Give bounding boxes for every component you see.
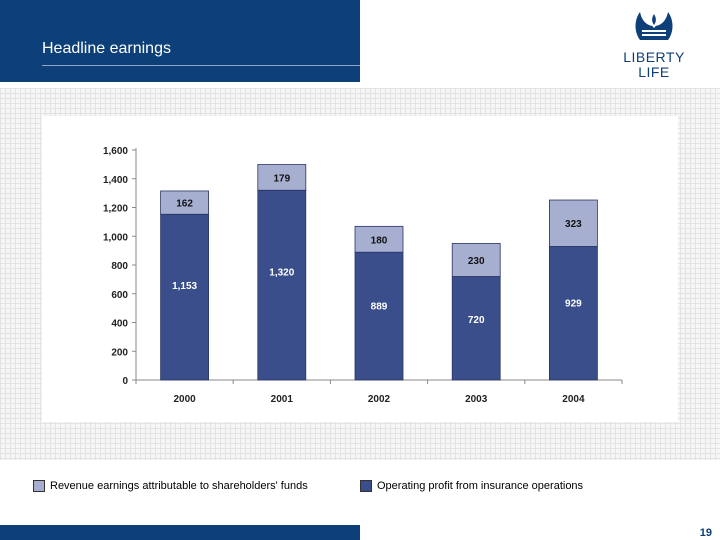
x-tick-label: 2004 — [562, 394, 585, 405]
bar-operating-2004 — [548, 246, 598, 381]
bar-operating-2003 — [451, 276, 501, 381]
bar-revenue-2004 — [548, 199, 598, 247]
data-label-revenue-2000: 162 — [176, 199, 193, 210]
legend-item-operating: Operating profit from insurance operatio… — [360, 480, 583, 492]
y-tick-label: 1,000 — [103, 232, 128, 243]
header-divider — [42, 65, 360, 66]
y-tick-label: 200 — [111, 347, 128, 358]
y-tick-label: 1,400 — [103, 175, 128, 186]
bar-revenue-2000 — [160, 190, 209, 215]
logo-text-line1: LIBERTY — [623, 49, 685, 65]
data-label-revenue-2004: 323 — [565, 219, 582, 230]
bar-operating-2000 — [160, 213, 209, 381]
data-label-operating-2000: 1,153 — [172, 281, 197, 292]
data-label-revenue-2001: 179 — [273, 173, 290, 184]
data-label-operating-2002: 889 — [371, 302, 388, 313]
legend-swatch-operating — [360, 480, 372, 492]
y-tick-label: 800 — [111, 261, 128, 272]
bar-revenue-2001 — [257, 164, 307, 191]
legend-label-operating: Operating profit from insurance operatio… — [377, 480, 584, 492]
y-tick-label: 0 — [122, 376, 128, 387]
data-label-revenue-2002: 180 — [371, 235, 388, 246]
data-label-operating-2001: 1,320 — [269, 268, 294, 279]
logo-text-line2: LIFE — [638, 64, 670, 80]
y-tick-label: 600 — [111, 290, 128, 301]
bar-operating-2001 — [257, 189, 307, 381]
liberty-life-logo: LIBERTY LIFE — [612, 6, 684, 82]
page-title: Headline earnings — [42, 40, 171, 57]
data-label-revenue-2003: 230 — [468, 256, 485, 267]
stacked-bar-chart: 0 200 400 600 800 1,000 1,200 1,400 1,600 1,153 16… — [103, 146, 623, 405]
bar-revenue-2003 — [451, 243, 501, 277]
legend-item-revenue: Revenue earnings attributable to shareho… — [33, 480, 308, 492]
data-label-operating-2003: 720 — [468, 315, 485, 326]
x-tick-label: 2003 — [465, 394, 488, 405]
y-tick-label: 1,600 — [103, 146, 128, 157]
x-tick-label: 2002 — [368, 394, 391, 405]
data-label-operating-2004: 929 — [565, 299, 582, 310]
page-number: 19 — [699, 527, 712, 539]
bar-operating-2002 — [354, 251, 404, 381]
y-tick-label: 400 — [111, 319, 128, 330]
y-tick-label: 1,200 — [103, 204, 128, 215]
x-tick-label: 2001 — [271, 394, 294, 405]
bar-revenue-2002 — [354, 225, 404, 253]
header-band — [0, 0, 360, 82]
chart-legend: Revenue earnings attributable to shareho… — [0, 480, 720, 494]
footer-band — [0, 525, 360, 540]
chart-panel: 0 200 400 600 800 1,000 1,200 1,400 1,600 1,153 16… — [42, 116, 678, 422]
x-tick-label: 2000 — [173, 394, 196, 405]
flame-emblem-icon — [635, 10, 673, 40]
legend-swatch-revenue — [33, 480, 45, 492]
legend-label-revenue: Revenue earnings attributable to shareho… — [50, 480, 308, 492]
